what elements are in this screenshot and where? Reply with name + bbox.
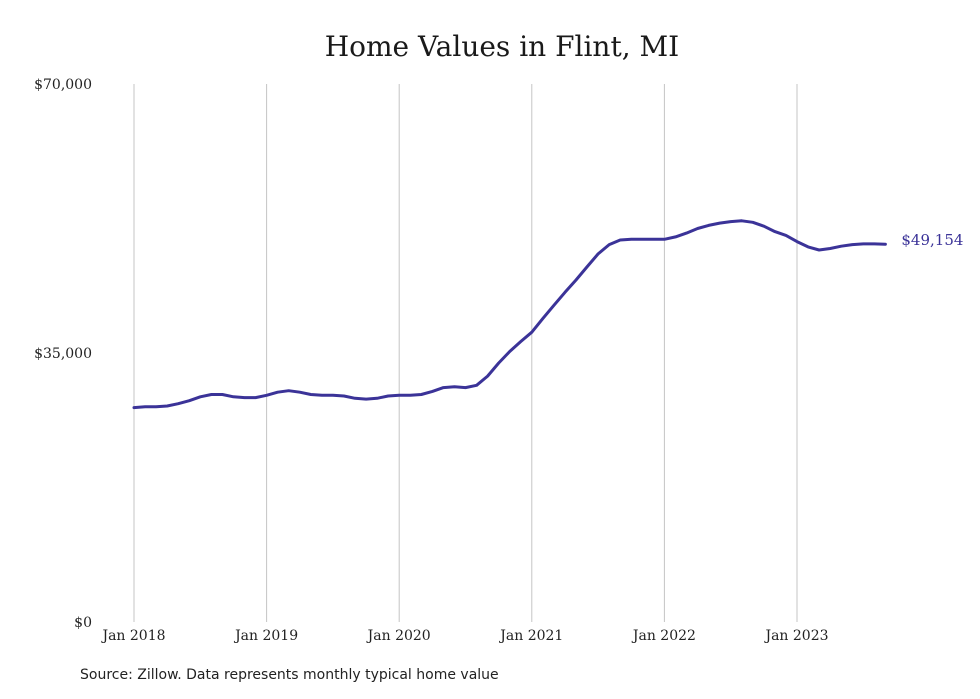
series-layer [132,219,887,410]
x-axis-labels: Jan 2018 Jan 2019 Jan 2020 Jan 2021 Jan 2022… [100,628,828,644]
x-tick-label-5: Jan 2023 [763,628,828,644]
x-tick-label-0: Jan 2018 [100,628,165,644]
y-tick-label-2: $70,000 [34,77,92,93]
y-tick-label-0: $0 [74,615,92,631]
x-tick-label-2: Jan 2020 [366,628,431,644]
x-tick-label-3: Jan 2021 [498,628,563,644]
series-line-0 [132,219,887,410]
gridlines [133,84,798,622]
y-tick-label-1: $35,000 [34,346,92,362]
end-value-label: $49,154 [901,231,963,249]
source-note: Source: Zillow. Data represents monthly … [80,667,499,683]
y-axis-labels: $0 $35,000 $70,000 [34,77,92,631]
line-chart: $0 $35,000 $70,000 Jan 2018 Jan 2019 Jan 202… [34,77,963,644]
x-tick-label-4: Jan 2022 [631,628,696,644]
chart-title: Home Values in Flint, MI [324,30,680,63]
x-tick-label-1: Jan 2019 [233,628,298,644]
